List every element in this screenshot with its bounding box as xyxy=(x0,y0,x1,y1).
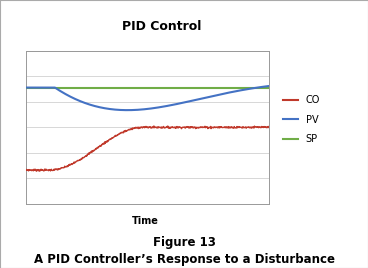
Legend: CO, PV, SP: CO, PV, SP xyxy=(283,95,320,144)
Text: PID Control: PID Control xyxy=(122,20,202,33)
Text: Time: Time xyxy=(132,216,159,226)
Text: A PID Controller’s Response to a Disturbance: A PID Controller’s Response to a Disturb… xyxy=(33,254,335,266)
Text: Figure 13: Figure 13 xyxy=(153,236,215,249)
